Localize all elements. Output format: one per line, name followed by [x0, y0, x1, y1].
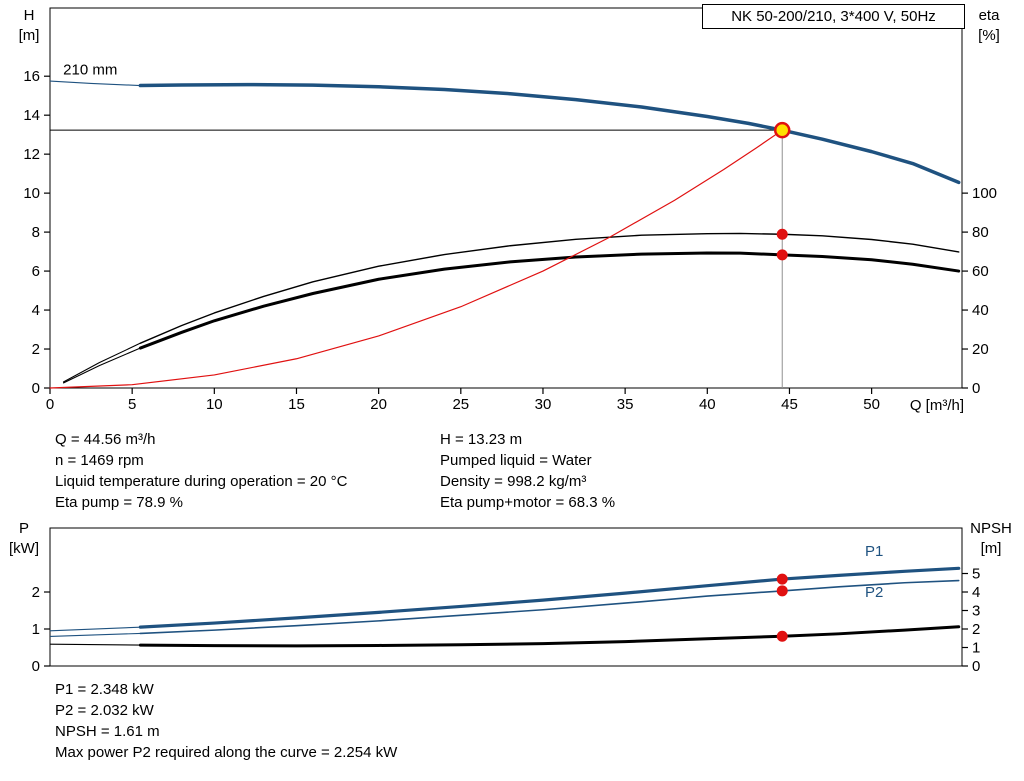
flow-value: Q = 44.56 m³/h [55, 431, 156, 448]
max-power-value: Max power P2 required along the curve = … [55, 744, 398, 761]
x-tick-label: 40 [699, 396, 716, 413]
duty-details-right-column: H = 13.23 m Pumped liquid = Water Densit… [440, 429, 615, 513]
eta-pump-value: Eta pump = 78.9 % [55, 494, 183, 511]
p2-curve-lead [49, 632, 141, 637]
liquid-temperature-value: Liquid temperature during operation = 20… [55, 473, 348, 490]
eta-pump-motor-value: Eta pump+motor = 68.3 % [440, 494, 616, 511]
eta-pump-motor-curve [138, 251, 961, 350]
power-axis-unit: [kW] [9, 540, 39, 557]
y-left-tick-label: 10 [23, 185, 40, 202]
y-left-tick-label: 2 [32, 341, 40, 358]
eta-pump-curve [139, 232, 960, 344]
duty-point[interactable] [773, 121, 791, 139]
x-tick-label: 35 [617, 396, 634, 413]
y-right-tick-label: 1 [972, 640, 980, 657]
y-left-tick-label: 2 [32, 584, 40, 601]
p1-curve [138, 566, 961, 629]
head-axis-symbol: H [23, 7, 35, 24]
y-left-tick-label: 8 [32, 224, 40, 241]
p2-value: P2 = 2.032 kW [55, 702, 154, 719]
eta-pump-curve-lead [62, 342, 141, 383]
head-curve-210mm [138, 82, 961, 185]
y-right-tick-label: 0 [972, 658, 980, 675]
eta-pump-motor-duty-point [776, 249, 788, 261]
y-right-tick-label: 80 [972, 224, 989, 241]
npsh-curve-lead [49, 643, 141, 646]
density-value: Density = 998.2 kg/m³ [440, 473, 587, 490]
x-tick-label: 30 [535, 396, 552, 413]
y-right-tick-label: 2 [972, 621, 980, 638]
x-tick-label: 20 [370, 396, 387, 413]
y-left-tick-label: 1 [32, 621, 40, 638]
y-left-tick-label: 4 [32, 302, 40, 319]
y-right-tick-label: 4 [972, 584, 980, 601]
y-right-tick-label: 60 [972, 263, 989, 280]
duty-parabola [49, 129, 783, 389]
eta-pump-duty-point [776, 228, 788, 240]
power-axis-symbol: P [18, 520, 29, 537]
npsh-axis-symbol: NPSH [970, 520, 1012, 537]
y-left-tick-label: 6 [32, 263, 40, 280]
pumped-liquid-value: Pumped liquid = Water [440, 452, 592, 469]
y-left-tick-label: 0 [32, 658, 40, 675]
npsh-value: NPSH = 1.61 m [55, 723, 160, 740]
head-axis-unit: [m] [18, 27, 40, 44]
head-value: H = 13.23 m [440, 431, 523, 448]
flow-axis-unit-label: Q [m³/h] [886, 396, 964, 416]
y-left-tick-label: 16 [23, 68, 40, 85]
eta-axis-unit: [%] [978, 27, 1000, 44]
speed-value: n = 1469 rpm [55, 452, 144, 469]
duty-details-left-column: Q = 44.56 m³/h n = 1469 rpm Liquid tempe… [55, 429, 440, 513]
p1-value: P1 = 2.348 kW [55, 681, 154, 698]
y-right-tick-label: 20 [972, 341, 989, 358]
duty-point-details: Q = 44.56 m³/h n = 1469 rpm Liquid tempe… [55, 429, 615, 513]
annotation-p1: P1 [865, 543, 883, 560]
npsh-duty-point [776, 630, 788, 642]
y-left-tick-label: 14 [23, 107, 40, 124]
y-right-tick-label: 100 [972, 185, 997, 202]
hq-plot-frame [49, 7, 963, 389]
npsh-curve [138, 625, 961, 648]
hq-eta-chart: 0 2 4 6 8 10 12 14 16 0 20 40 60 80 100 0 5 10 15 20 25 30 35 4… [23, 7, 997, 413]
npsh-axis-unit: [m] [980, 540, 1002, 557]
eta-axis-unit-label: eta [%] [966, 6, 1012, 46]
pn-plot-frame [49, 527, 963, 667]
pump-title-box: NK 50-200/210, 3*400 V, 50Hz [702, 4, 965, 29]
annotation-p2: P2 [865, 584, 883, 601]
x-tick-label: 10 [206, 396, 223, 413]
p2-duty-point [776, 585, 788, 597]
head-curve-210mm-lead [49, 80, 141, 87]
annotation-210-mm: 210 mm [63, 61, 117, 78]
x-tick-label: 0 [46, 396, 54, 413]
y-right-tick-label: 3 [972, 603, 980, 620]
head-axis-unit-label: H [m] [12, 6, 46, 46]
power-npsh-details: P1 = 2.348 kW P2 = 2.032 kW NPSH = 1.61 … [55, 679, 397, 763]
eta-pump-motor-curve-lead [62, 347, 141, 384]
power-axis-unit-label: P [kW] [2, 519, 46, 559]
y-left-tick-label: 0 [32, 380, 40, 397]
x-tick-label: 25 [452, 396, 469, 413]
y-right-tick-label: 5 [972, 566, 980, 583]
p2-curve [139, 579, 960, 635]
flow-axis-unit: Q [m³/h] [909, 397, 964, 414]
p1-curve-lead [49, 626, 141, 632]
x-tick-label: 5 [128, 396, 136, 413]
x-tick-label: 45 [781, 396, 798, 413]
x-tick-label: 50 [863, 396, 880, 413]
y-right-tick-label: 0 [972, 380, 980, 397]
npsh-axis-unit-label: NPSH [m] [962, 519, 1020, 559]
eta-axis-symbol: eta [978, 7, 1000, 24]
y-left-tick-label: 12 [23, 146, 40, 163]
pump-title: NK 50-200/210, 3*400 V, 50Hz [731, 8, 936, 25]
p1-duty-point [776, 573, 788, 585]
x-tick-label: 15 [288, 396, 305, 413]
y-right-tick-label: 40 [972, 302, 989, 319]
